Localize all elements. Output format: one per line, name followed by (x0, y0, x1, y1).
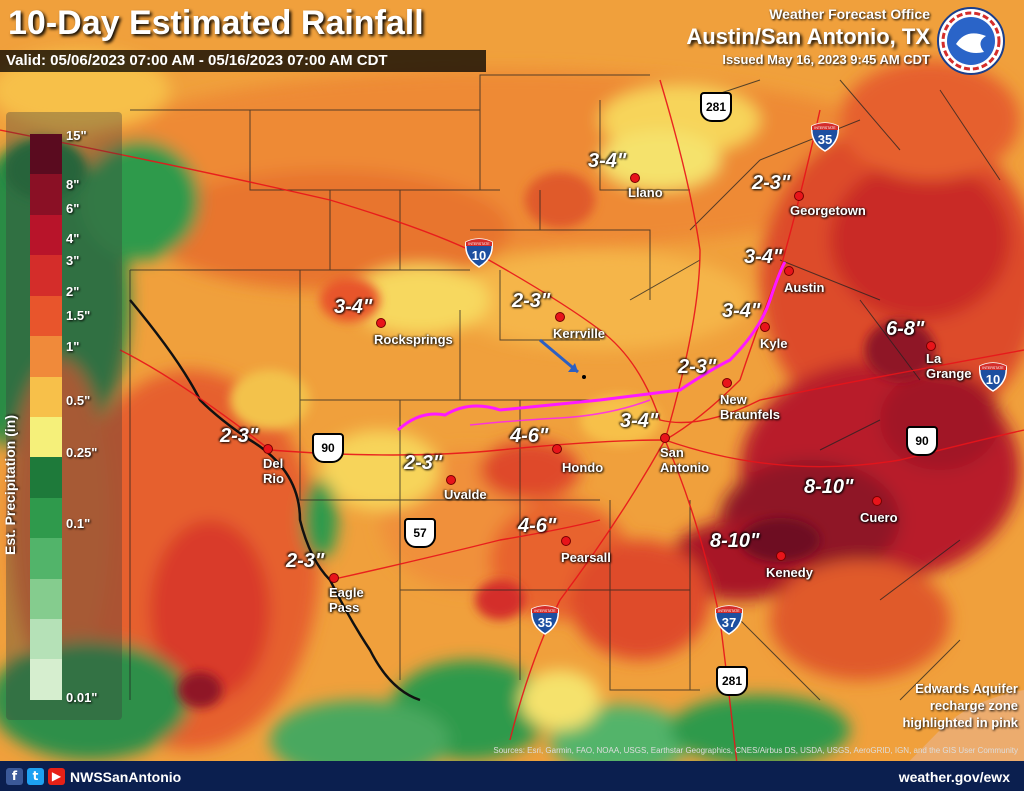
svg-text:INTERSTATE: INTERSTATE (534, 609, 556, 613)
legend-swatch (30, 174, 62, 215)
rainfall-label-pearsall: 4-6" (518, 515, 557, 537)
legend-swatch (30, 497, 62, 539)
rainfall-label-la-grange: 6-8" (886, 318, 925, 340)
us-281-north-shield: 281 (700, 92, 732, 122)
arrow-icon (539, 338, 579, 374)
legend-label: 0.01" (66, 690, 98, 705)
twitter-icon[interactable]: t (27, 768, 44, 785)
rainfall-label-austin: 3-4" (744, 246, 783, 268)
svg-text:37: 37 (722, 615, 736, 630)
legend-label: 3" (66, 253, 80, 268)
interstate-35-north-shield: INTERSTATE 35 (810, 120, 840, 157)
arrow-head-icon (568, 363, 578, 372)
interstate-10-east-shield: INTERSTATE 10 (978, 360, 1008, 397)
legend-label: 2" (66, 284, 80, 299)
legend-label: 0.5" (66, 393, 91, 408)
legend-label: 8" (66, 177, 80, 192)
map-title: 10-Day Estimated Rainfall (8, 4, 424, 42)
rainfall-label-rocksprings: 3-4" (334, 296, 373, 318)
rainfall-label-kerrville: 2-3" (512, 290, 551, 312)
svg-text:INTERSTATE: INTERSTATE (982, 366, 1004, 370)
svg-text:10: 10 (986, 372, 1000, 387)
aquifer-note-line-1: Edwards Aquifer (915, 681, 1018, 696)
legend-swatch (30, 134, 62, 175)
legend-label: 0.25" (66, 445, 98, 460)
us-281-south-shield: 281 (716, 666, 748, 696)
rainfall-label-new-braunfels: 2-3" (678, 356, 717, 378)
youtube-icon[interactable]: ▶ (48, 768, 65, 785)
us-57-shield: 57 (404, 518, 436, 548)
legend-swatch (30, 295, 62, 337)
rainfall-label-kyle: 3-4" (722, 300, 761, 322)
edwards-aquifer-zone (396, 261, 787, 432)
social-handle[interactable]: NWSSanAntonio (70, 769, 182, 785)
arrow-target-dot (582, 375, 586, 379)
rainfall-label-cuero: 8-10" (804, 476, 854, 498)
edwards-aquifer-zone-south (469, 399, 651, 426)
legend-swatch (30, 578, 62, 620)
aquifer-note: Edwards Aquifer recharge zone highlighte… (902, 680, 1018, 731)
interstate-10-west-shield: INTERSTATE 10 (464, 236, 494, 273)
county-boundaries (129, 74, 1001, 701)
website-link[interactable]: weather.gov/ewx (898, 769, 1010, 785)
legend-swatch (30, 659, 62, 700)
svg-text:35: 35 (818, 132, 832, 147)
map-credit: Sources: Esri, Garmin, FAO, NOAA, USGS, … (493, 746, 1018, 755)
facebook-icon[interactable]: f (6, 768, 23, 785)
svg-text:INTERSTATE: INTERSTATE (718, 609, 740, 613)
interstate-35-south-shield: INTERSTATE 35 (530, 603, 560, 640)
rio-grande-border (129, 299, 421, 702)
rainfall-label-uvalde: 2-3" (404, 452, 443, 474)
legend-label: 4" (66, 231, 80, 246)
rainfall-label-hondo: 4-6" (510, 425, 549, 447)
us-90-west-shield: 90 (312, 433, 344, 463)
rainfall-label-eagle-pass: 2-3" (286, 550, 325, 572)
legend-swatch (30, 619, 62, 660)
legend-swatch (30, 336, 62, 377)
aquifer-note-line-2: recharge zone (929, 698, 1018, 713)
office-name: Austin/San Antonio, TX (686, 24, 930, 49)
legend-swatch (30, 376, 62, 417)
svg-text:10: 10 (472, 248, 486, 263)
svg-text:INTERSTATE: INTERSTATE (814, 126, 836, 130)
footer-bar (0, 761, 1024, 791)
office-line-1: Weather Forecast Office (769, 6, 930, 22)
nws-logo (936, 6, 1006, 76)
aquifer-note-line-3: highlighted in pink (902, 715, 1018, 730)
svg-text:INTERSTATE: INTERSTATE (468, 242, 490, 246)
legend-panel (6, 112, 122, 720)
rainfall-label-georgetown: 2-3" (752, 172, 791, 194)
legend-swatch (30, 214, 62, 256)
legend-title: Est. Precipitation (in) (2, 414, 18, 555)
rainfall-label-kenedy: 8-10" (710, 530, 760, 552)
svg-text:35: 35 (538, 615, 552, 630)
us-90-east-shield: 90 (906, 426, 938, 456)
legend-label: 1.5" (66, 308, 91, 323)
legend-label: 6" (66, 201, 80, 216)
legend-label: 15" (66, 128, 87, 143)
legend-swatch (30, 416, 62, 458)
interstate-37-shield: INTERSTATE 37 (714, 603, 744, 640)
rainfall-label-del-rio: 2-3" (220, 425, 259, 447)
social-icons: f t ▶ (6, 768, 65, 785)
precip-detail (5, 140, 935, 708)
legend-swatch (30, 457, 62, 498)
issued-time: Issued May 16, 2023 9:45 AM CDT (722, 52, 930, 67)
legend-label: 1" (66, 339, 80, 354)
rainfall-label-san-antonio: 3-4" (620, 410, 659, 432)
legend-swatch (30, 255, 62, 296)
rainfall-label-llano: 3-4" (588, 150, 627, 172)
legend-color-bar (30, 134, 62, 700)
legend-label: 0.1" (66, 516, 91, 531)
valid-period: Valid: 05/06/2023 07:00 AM - 05/16/2023 … (0, 50, 486, 72)
legend-swatch (30, 538, 62, 579)
